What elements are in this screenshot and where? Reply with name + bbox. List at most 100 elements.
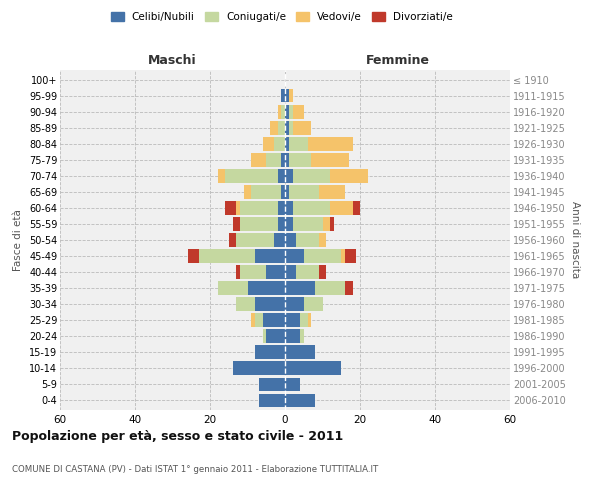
Bar (274, 233, 285, 247)
Bar (240, 266, 266, 279)
Bar (255, 298, 285, 311)
Legend: Celibi/Nubili, Coniugati/e, Vedovi/e, Divorziati/e: Celibi/Nubili, Coniugati/e, Vedovi/e, Di… (107, 8, 457, 26)
Bar (308, 314, 311, 327)
Bar (236, 266, 240, 279)
Bar (187, 249, 199, 263)
Bar (255, 346, 285, 359)
Bar (330, 169, 367, 182)
Bar (330, 201, 353, 214)
Bar (289, 153, 311, 166)
Bar (304, 249, 341, 263)
Bar (225, 169, 277, 182)
Bar (285, 89, 289, 102)
Y-axis label: Anni di nascita: Anni di nascita (569, 202, 580, 278)
Bar (285, 169, 293, 182)
Bar (285, 137, 289, 150)
Bar (296, 233, 319, 247)
Bar (285, 121, 289, 134)
Text: Maschi: Maschi (148, 54, 197, 67)
Bar (285, 362, 341, 375)
Bar (281, 105, 285, 118)
Bar (199, 249, 255, 263)
Bar (263, 314, 285, 327)
Bar (289, 89, 293, 102)
Bar (236, 233, 274, 247)
Bar (277, 201, 285, 214)
Bar (240, 217, 277, 231)
Bar (285, 298, 304, 311)
Text: Popolazione per età, sesso e stato civile - 2011: Popolazione per età, sesso e stato civil… (12, 430, 343, 443)
Bar (259, 394, 285, 407)
Bar (255, 314, 263, 327)
Bar (218, 282, 248, 295)
Bar (236, 298, 255, 311)
Bar (225, 201, 236, 214)
Text: COMUNE DI CASTANA (PV) - Dati ISTAT 1° gennaio 2011 - Elaborazione TUTTITALIA.IT: COMUNE DI CASTANA (PV) - Dati ISTAT 1° g… (12, 465, 378, 474)
Bar (285, 314, 300, 327)
Bar (341, 249, 345, 263)
Bar (285, 346, 315, 359)
Bar (281, 89, 285, 102)
Bar (289, 137, 308, 150)
Bar (293, 105, 304, 118)
Bar (353, 201, 360, 214)
Bar (240, 201, 277, 214)
Bar (218, 169, 225, 182)
Bar (323, 217, 330, 231)
Bar (229, 233, 236, 247)
Bar (281, 185, 285, 198)
Y-axis label: Fasce di età: Fasce di età (13, 209, 23, 271)
Bar (296, 266, 319, 279)
Bar (285, 217, 293, 231)
Bar (319, 233, 326, 247)
Bar (248, 282, 285, 295)
Bar (285, 394, 315, 407)
Bar (263, 137, 274, 150)
Bar (244, 185, 251, 198)
Bar (274, 137, 285, 150)
Bar (345, 249, 356, 263)
Bar (259, 378, 285, 391)
Bar (330, 217, 334, 231)
Bar (266, 266, 285, 279)
Bar (345, 282, 353, 295)
Bar (270, 121, 277, 134)
Bar (319, 185, 345, 198)
Bar (304, 298, 323, 311)
Bar (311, 153, 349, 166)
Bar (319, 266, 326, 279)
Bar (255, 249, 285, 263)
Bar (277, 105, 281, 118)
Bar (263, 330, 266, 343)
Bar (289, 121, 293, 134)
Bar (277, 121, 285, 134)
Bar (277, 217, 285, 231)
Bar (277, 169, 285, 182)
Bar (285, 105, 289, 118)
Bar (293, 201, 330, 214)
Text: Femmine: Femmine (365, 54, 430, 67)
Bar (233, 362, 285, 375)
Bar (285, 330, 300, 343)
Bar (285, 201, 293, 214)
Bar (315, 282, 345, 295)
Bar (251, 153, 266, 166)
Bar (285, 233, 296, 247)
Bar (236, 201, 240, 214)
Bar (289, 105, 293, 118)
Bar (251, 314, 255, 327)
Bar (285, 282, 315, 295)
Bar (293, 121, 311, 134)
Bar (285, 153, 289, 166)
Bar (289, 185, 319, 198)
Bar (251, 185, 281, 198)
Bar (285, 266, 296, 279)
Bar (285, 185, 289, 198)
Bar (300, 314, 308, 327)
Bar (266, 153, 281, 166)
Bar (308, 137, 353, 150)
Bar (293, 217, 323, 231)
Bar (233, 217, 240, 231)
Bar (293, 169, 330, 182)
Bar (285, 249, 304, 263)
